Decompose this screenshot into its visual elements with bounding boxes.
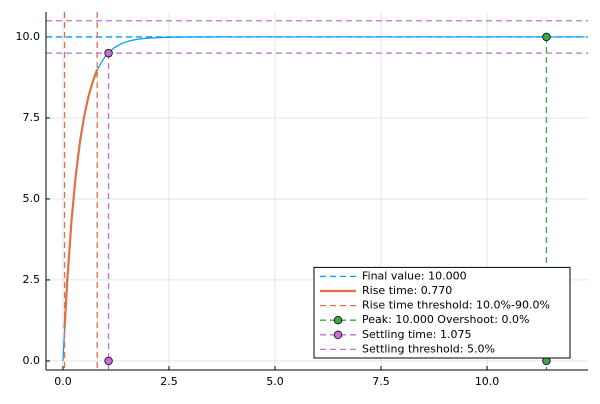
legend-label: Settling threshold: 5.0% xyxy=(362,342,495,355)
y-tick-label: 2.5 xyxy=(23,273,41,286)
x-tick-label: 5.0 xyxy=(266,375,284,388)
x-tick-label: 2.5 xyxy=(160,375,178,388)
y-tick-label: 5.0 xyxy=(23,192,41,205)
marker xyxy=(104,48,113,58)
legend-label: Peak: 10.000 Overshoot: 0.0% xyxy=(362,313,529,326)
legend-label: Rise time: 0.770 xyxy=(362,284,452,297)
y-tick-label: 0.0 xyxy=(23,354,41,367)
rise-curve xyxy=(63,68,99,329)
x-tick-label: 10.0 xyxy=(475,375,500,388)
legend-label: Settling time: 1.075 xyxy=(362,328,471,341)
legend-label: Rise time threshold: 10.0%-90.0% xyxy=(362,299,550,312)
x-tick-label: 0.0 xyxy=(54,375,72,388)
x-tick-label: 7.5 xyxy=(372,375,390,388)
marker xyxy=(104,356,113,366)
legend-marker xyxy=(333,330,343,339)
legend-box xyxy=(313,266,571,359)
legend-marker xyxy=(333,316,343,325)
legend: Final value: 10.000 Rise time: 0.770 Rise … xyxy=(313,266,571,359)
y-tick-label: 7.5 xyxy=(23,111,41,124)
legend-label: Final value: 10.000 xyxy=(362,269,467,282)
y-tick-label: 10.0 xyxy=(16,30,41,43)
marker xyxy=(542,32,551,42)
